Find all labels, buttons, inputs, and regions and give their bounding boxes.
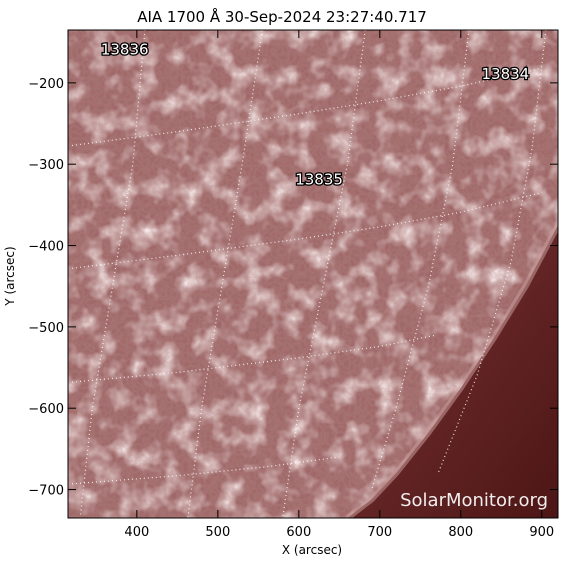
x-axis-ticks: 400 500 600 700 800 900 bbox=[124, 30, 554, 540]
latitude-grid-line bbox=[72, 456, 340, 485]
x-tick-label: 400 bbox=[124, 525, 149, 540]
longitude-grid-line bbox=[437, 30, 547, 474]
active-region-label: 13835 bbox=[295, 171, 343, 189]
x-tick-label: 500 bbox=[205, 525, 230, 540]
y-axis-label: Y (arcsec) bbox=[3, 246, 17, 306]
plot-frame bbox=[67, 29, 559, 519]
y-tick-label: −200 bbox=[28, 77, 64, 92]
y-tick-label: −500 bbox=[28, 321, 64, 336]
x-tick-label: 600 bbox=[286, 525, 311, 540]
watermark: SolarMonitor.org bbox=[400, 490, 548, 511]
active-region-label: 13834 bbox=[481, 65, 529, 83]
y-tick-label: −600 bbox=[28, 402, 64, 417]
x-axis-label: X (arcsec) bbox=[282, 543, 342, 557]
y-tick-label: −400 bbox=[28, 240, 64, 255]
heliographic-grid bbox=[71, 30, 547, 518]
active-region-labels: 13836 13834 13835 bbox=[100, 39, 531, 190]
image-title: AIA 1700 Å 30-Sep-2024 23:27:40.717 bbox=[137, 7, 427, 26]
latitude-grid-line bbox=[71, 334, 437, 383]
latitude-grid-line bbox=[71, 192, 542, 269]
y-tick-label: −300 bbox=[28, 158, 64, 173]
latitude-grid-line bbox=[71, 67, 542, 147]
y-tick-label: −700 bbox=[28, 484, 64, 499]
solar-limb bbox=[345, 223, 558, 518]
active-region-label: 13836 bbox=[101, 40, 149, 58]
off-disk-region bbox=[347, 225, 558, 518]
x-tick-label: 800 bbox=[448, 525, 473, 540]
x-tick-label: 700 bbox=[367, 525, 392, 540]
y-axis-ticks: −200 −300 −400 −500 −600 −700 bbox=[28, 77, 558, 499]
x-tick-label: 900 bbox=[529, 525, 554, 540]
solar-disk-image: 13836 13834 13835 SolarMonitor.org bbox=[68, 30, 558, 518]
